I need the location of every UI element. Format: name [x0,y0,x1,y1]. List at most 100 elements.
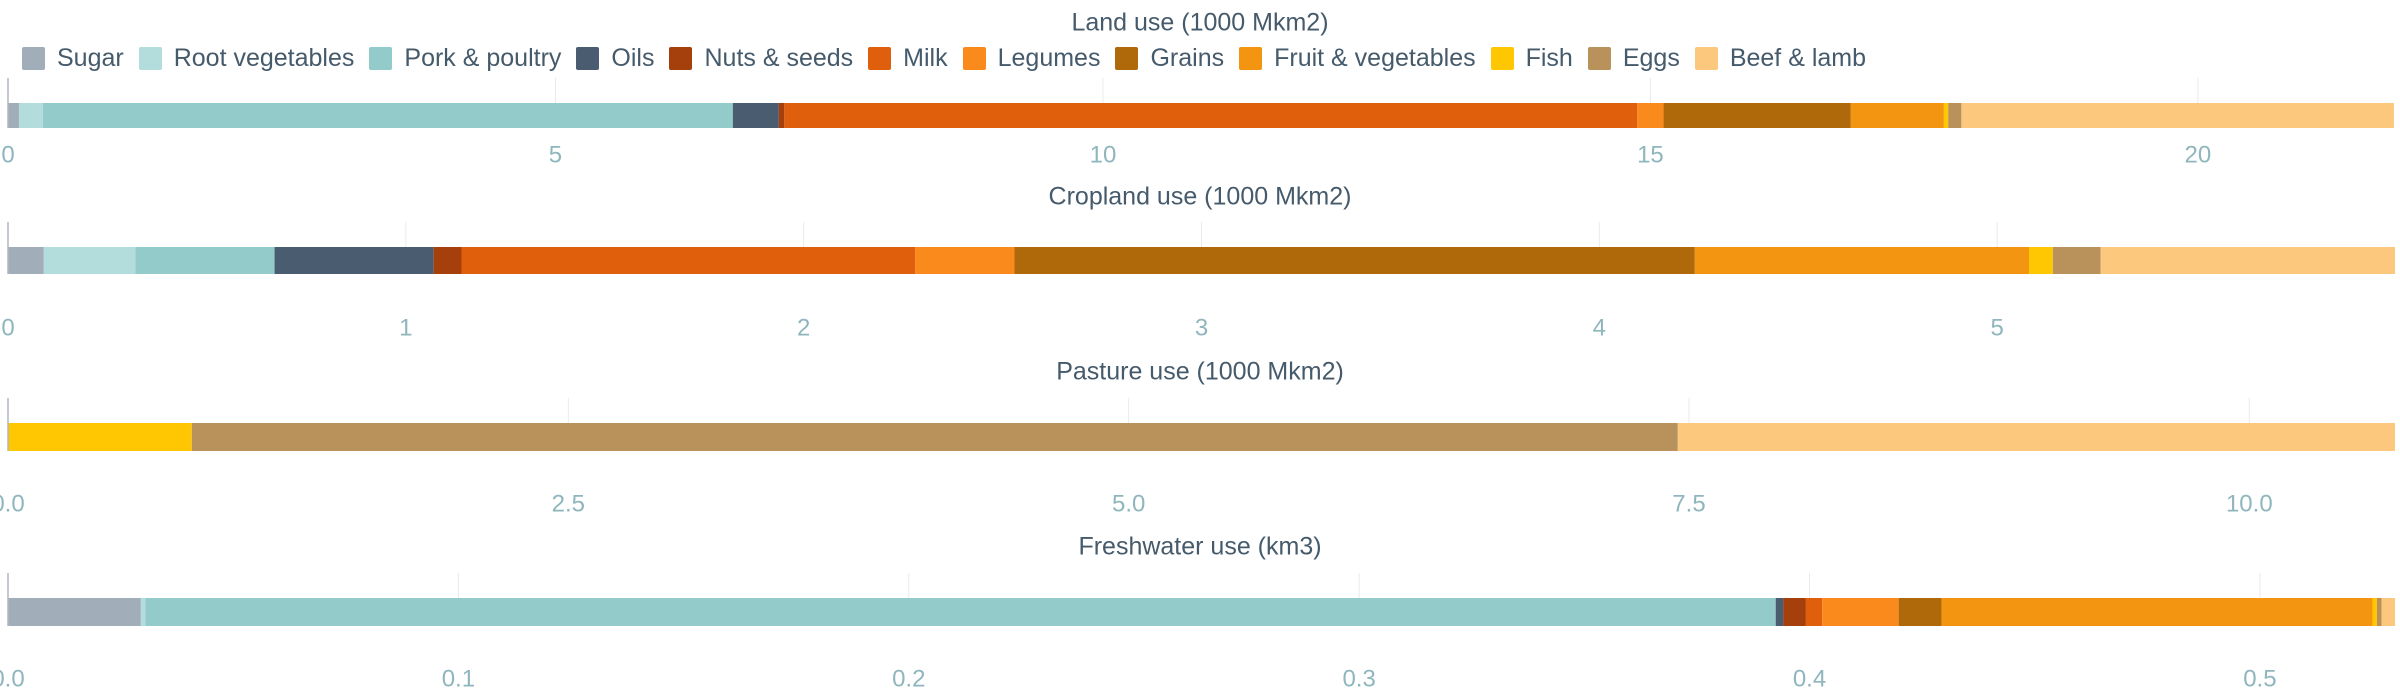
legend-swatch [962,46,986,70]
bar-segment[interactable]: Fish: 0.001 [2372,598,2377,626]
bar-segment[interactable]: Legumes: 0.017 [1822,598,1899,626]
legend-item[interactable]: Root vegetables [138,43,355,73]
bar-segment[interactable]: Beef & lamb: 3.95 [1961,103,2394,128]
legend-swatch [669,46,693,70]
bar-segment[interactable]: Sugar: 0.1 [8,103,19,128]
bar-segment[interactable]: Grains: 1.71 [1014,247,1695,274]
bar-segment[interactable]: Milk: 7.79 [784,103,1638,128]
chart-title: Freshwater use (km3) [1078,533,1321,561]
bar-segment[interactable]: Nuts & seeds: 0.05 [778,103,785,128]
tick-label: 20 [2185,141,2212,168]
bar-segment[interactable]: Pork & poultry: 0.362 [145,598,1776,626]
legend-label: Nuts & seeds [704,43,854,72]
chart-panel: Cropland use (1000 Mkm2) Sugar: 0.09Root … [1,183,2395,341]
bar-segment[interactable]: Eggs: 0.12 [2052,247,2101,274]
bar-segment[interactable]: Oils: 0.0017 [1775,598,1784,626]
chart-panel: Land use (1000 Mkm2)Sugar: 0.1Root veget… [1,9,2394,168]
legend-swatch [1587,46,1611,70]
legend-label: Beef & lamb [1729,43,1867,72]
bar-segment[interactable]: Beef & lamb: 0.74 [2100,247,2395,274]
tick-label: 4 [1593,314,1606,341]
bar-segment[interactable]: Fish: 0.06 [2028,247,2053,274]
legend-item[interactable]: Pork & poultry [369,44,561,73]
bar-segment[interactable]: Beef & lamb: 0.003 [2381,598,2395,626]
bar-segment[interactable]: Legumes: 0.24 [1637,103,1664,128]
chart-title: Pasture use (1000 Mkm2) [1056,358,1344,386]
tick-label: 2 [797,314,810,341]
legend-item[interactable]: Nuts & seeds [669,44,853,73]
legend-label: Eggs [1622,43,1680,72]
bar-segment[interactable]: Grains: 0.0095 [1898,598,1942,626]
chart-title: Land use (1000 Mkm2) [1071,9,1328,37]
bar-segment[interactable]: Root vegetables: 0.22 [18,103,44,128]
bar-segment[interactable]: Oils: 0.42 [732,103,779,128]
bar-segment[interactable]: Beef & lamb: 3.2 [1677,423,2395,451]
legend-swatch [1490,46,1514,70]
bar-segment[interactable]: Root vegetables: 0.23 [43,247,136,274]
tick-label: 2.5 [552,490,585,517]
bar-segment[interactable]: Legumes: 0.25 [915,247,1015,274]
tick-label: 5 [549,141,562,168]
tick-label: 5 [1990,314,2003,341]
legend-swatch [369,46,393,70]
legend-item[interactable]: Beef & lamb [1694,43,1867,73]
bar-segment[interactable]: Eggs: 0.12 [1948,103,1962,128]
bar-segment[interactable]: Sugar: 0.0295 [8,598,141,626]
legend-swatch [22,46,45,70]
bar-segment[interactable]: Nuts & seeds: 0.07 [433,247,462,274]
legend-swatch [138,46,162,70]
tick-label: 5.0 [1112,490,1145,517]
chart-legend: Sugar Root vegetables Pork & poultry Oils Nu… [22,42,1881,74]
bar-segment[interactable]: Eggs: 0.001 [2376,598,2382,626]
legend-item[interactable]: Milk [868,43,948,73]
tick-label: 10 [1090,141,1117,168]
bar-segment[interactable]: Pork & poultry: 0.35 [135,247,275,274]
legend-item[interactable]: Oils [576,44,654,73]
tick-label: 0.2 [892,665,925,692]
bar-segment[interactable]: Fruit & vegetables: 0.84 [1694,247,2029,274]
legend-swatch [1694,46,1718,70]
bar-segment[interactable]: Fruit & vegetables: 0.0957 [1941,598,2373,626]
bar-segment[interactable]: Fruit & vegetables: 0.85 [1850,103,1944,128]
legend-swatch [868,46,892,70]
legend-item[interactable]: Legumes [962,43,1101,73]
legend-label: Sugar [57,43,124,72]
tick-label: 3 [1195,314,1208,341]
tick-label: 0 [1,314,14,341]
tick-label: 7.5 [1672,490,1705,517]
tick-label: 0.3 [1342,665,1375,692]
legend-item[interactable]: Eggs [1587,43,1680,73]
legend-item[interactable]: Sugar [22,44,124,73]
bar-segment[interactable]: Milk: 1.14 [461,247,916,274]
tick-label: 0.0 [0,490,25,517]
bar-segment[interactable]: Fish: 0.82 [8,423,192,451]
legend-label: Fish [1525,43,1573,72]
legend-label: Milk [903,43,948,72]
legend-item[interactable]: Fish [1490,43,1573,73]
bar-segment[interactable]: Oils: 0.4 [274,247,434,274]
legend-label: Legumes [997,43,1101,72]
tick-label: 10.0 [2226,490,2273,517]
tick-label: 0.1 [442,665,475,692]
legend-label: Root vegetables [173,43,355,72]
legend-label: Fruit & vegetables [1274,43,1476,72]
legend-swatch [1239,46,1263,70]
legend-swatch [576,46,600,70]
bar-segment[interactable]: Root vegetables: 0.001 [140,598,146,626]
bar-segment[interactable]: Fish: 0.04 [1943,103,1949,128]
chart-panel: Pasture use (1000 Mkm2) Fish: 0.82Eggs: 6… [0,358,2395,517]
legend-item[interactable]: Grains [1115,44,1224,73]
chart-panel: Freshwater use (km3) Sugar: 0.0295Root ve… [0,533,2395,692]
bar-segment[interactable]: Grains: 1.71 [1663,103,1851,128]
bar-segment[interactable]: Eggs: 6.63 [191,423,1678,451]
bar-segment[interactable]: Nuts & seeds: 0.005 [1783,598,1806,626]
legend-item[interactable]: Fruit & vegetables [1239,44,1476,73]
chart-title: Cropland use (1000 Mkm2) [1049,183,1352,211]
legend-swatch [1115,46,1139,70]
tick-label: 0.5 [2243,665,2276,692]
bar-segment[interactable]: Milk: 0.0036 [1805,598,1823,626]
tick-label: 1 [399,314,412,341]
bar-segment[interactable]: Sugar: 0.09 [8,247,44,274]
bar-segment[interactable]: Pork & poultry: 6.3 [43,103,733,128]
